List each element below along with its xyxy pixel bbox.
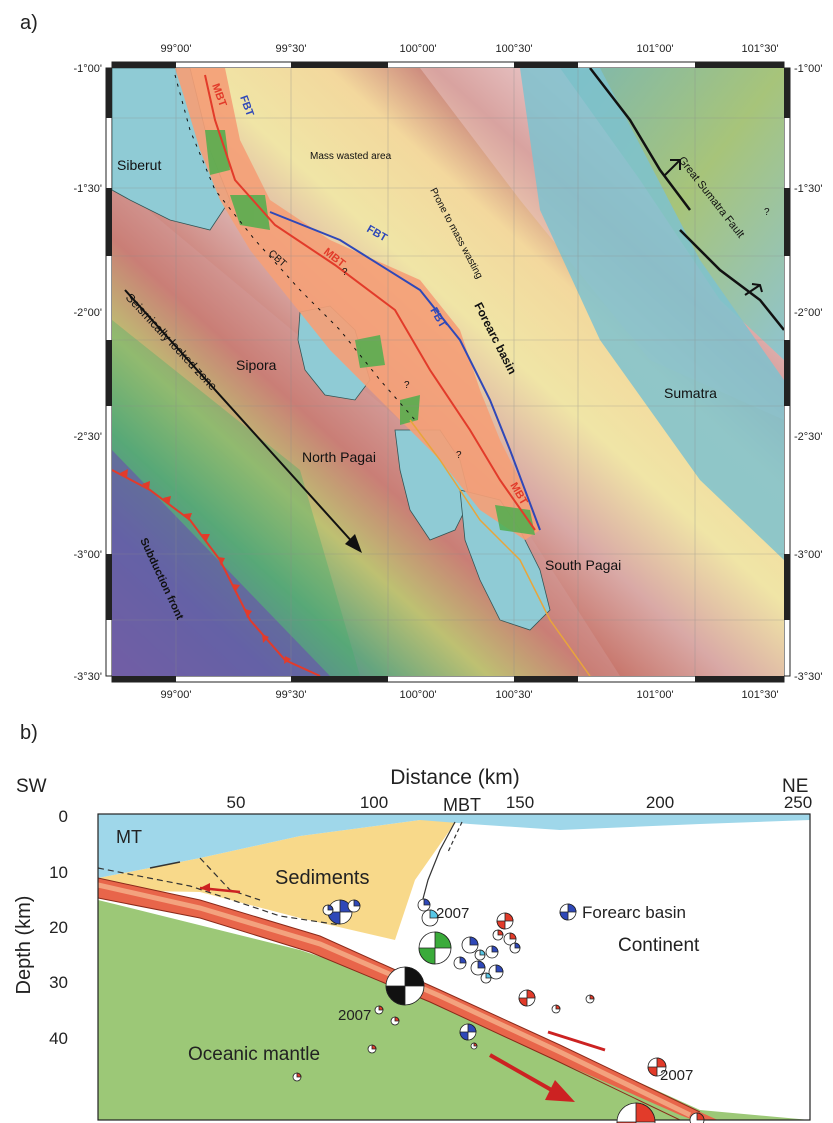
year-label-2: 2007 bbox=[338, 1007, 371, 1024]
x-tick-1: 50 bbox=[227, 793, 246, 812]
left-tick-5: -3°00' bbox=[73, 549, 102, 561]
bottom-tick-4: 100°30' bbox=[495, 689, 532, 701]
y-tick-2: 10 bbox=[49, 863, 68, 882]
x-tick-5: 250 bbox=[784, 793, 812, 812]
right-tick-3: -2°00' bbox=[794, 307, 823, 319]
bottom-tick-2: 99°30' bbox=[276, 689, 307, 701]
left-tick-3: -2°00' bbox=[73, 307, 102, 319]
north-pagai-label: North Pagai bbox=[302, 449, 376, 465]
question-2: ? bbox=[404, 380, 410, 391]
top-tick-4: 100°30' bbox=[495, 43, 532, 55]
left-tick-1: -1°00' bbox=[73, 63, 102, 75]
legend-forearc-label: Forearc basin bbox=[582, 903, 686, 922]
left-tick-4: -2°30' bbox=[73, 431, 102, 443]
panel-a-map: Siberut Sipora North Pagai South Pagai S… bbox=[73, 43, 823, 701]
year-label-1: 2007 bbox=[436, 905, 469, 922]
mbt-label: MBT bbox=[443, 795, 481, 815]
top-tick-3: 100°00' bbox=[399, 43, 436, 55]
y-tick-5: 40 bbox=[49, 1029, 68, 1048]
x-tick-3: 150 bbox=[506, 793, 534, 812]
right-tick-1: -1°00' bbox=[794, 63, 823, 75]
x-tick-4: 200 bbox=[646, 793, 674, 812]
panel-b-label: b) bbox=[20, 722, 38, 744]
mass-wasted-label: Mass wasted area bbox=[310, 151, 392, 162]
x-tick-2: 100 bbox=[360, 793, 388, 812]
bottom-tick-3: 100°00' bbox=[399, 689, 436, 701]
panel-b-cross-section: SW NE Distance (km) 50 100 150 200 250 0… bbox=[13, 766, 812, 1123]
mt-label: MT bbox=[116, 827, 142, 847]
left-tick-6: -3°30' bbox=[73, 671, 102, 683]
south-pagai-label: South Pagai bbox=[545, 557, 621, 573]
question-4: ? bbox=[764, 207, 770, 218]
question-1: ? bbox=[342, 267, 348, 278]
bottom-tick-5: 101°00' bbox=[636, 689, 673, 701]
right-tick-2: -1°30' bbox=[794, 183, 823, 195]
right-tick-5: -3°00' bbox=[794, 549, 823, 561]
top-tick-1: 99°00' bbox=[161, 43, 192, 55]
year-label-3: 2007 bbox=[660, 1067, 693, 1084]
ne-label: NE bbox=[782, 776, 808, 797]
sumatra-label: Sumatra bbox=[664, 385, 717, 401]
siberut-label: Siberut bbox=[117, 157, 161, 173]
bottom-tick-6: 101°30' bbox=[741, 689, 778, 701]
sipora-label: Sipora bbox=[236, 357, 277, 373]
question-3: ? bbox=[456, 450, 462, 461]
sw-label: SW bbox=[16, 776, 47, 797]
top-tick-6: 101°30' bbox=[741, 43, 778, 55]
x-axis-title: Distance (km) bbox=[390, 766, 520, 789]
oceanic-mantle-label: Oceanic mantle bbox=[188, 1044, 320, 1065]
y-axis-title: Depth (km) bbox=[13, 896, 35, 995]
panel-a-label: a) bbox=[20, 12, 38, 34]
top-tick-5: 101°00' bbox=[636, 43, 673, 55]
y-tick-1: 0 bbox=[59, 807, 68, 826]
right-tick-4: -2°30' bbox=[794, 431, 823, 443]
bottom-tick-1: 99°00' bbox=[161, 689, 192, 701]
sediments-label: Sediments bbox=[275, 867, 370, 889]
y-tick-4: 30 bbox=[49, 973, 68, 992]
right-tick-6: -3°30' bbox=[794, 671, 823, 683]
top-tick-2: 99°30' bbox=[276, 43, 307, 55]
y-tick-3: 20 bbox=[49, 918, 68, 937]
left-tick-2: -1°30' bbox=[73, 183, 102, 195]
continent-label: Continent bbox=[618, 935, 700, 956]
